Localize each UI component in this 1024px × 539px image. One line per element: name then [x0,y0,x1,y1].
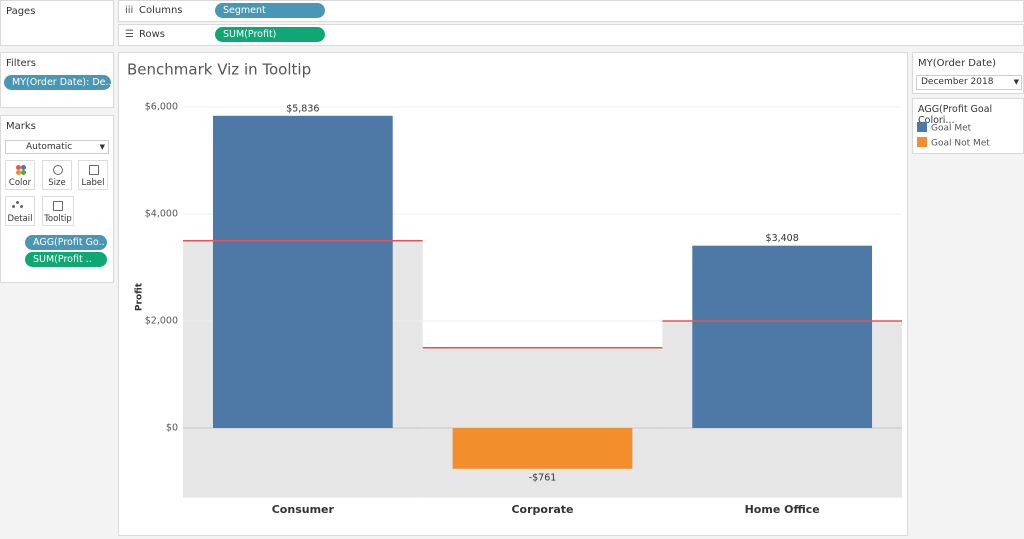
x-tick-label: Consumer [272,503,335,516]
legend-card: AGG(Profit Goal Colori... [912,98,1024,154]
button-label: Color [8,178,32,188]
button-label: Label [81,178,105,188]
x-tick-label: Home Office [745,503,820,516]
legend-label: Goal Not Met [931,139,990,149]
bar [452,428,633,469]
benchmark-band [422,347,663,498]
rows-icon: ☰ [125,29,134,40]
pages-shelf[interactable]: Pages [0,0,114,46]
filter-pill[interactable]: MY(Order Date): De.. [4,75,111,90]
pages-title: Pages [6,6,36,17]
legend-swatch [917,137,927,147]
marks-title: Marks [6,121,36,132]
chart-title: Benchmark Viz in Tooltip [127,61,311,79]
columns-shelf[interactable]: iii Columns Segment [118,0,1024,22]
y-tick-label: $4,000 [145,209,178,220]
tooltip-pill[interactable]: SUM(Profit .. [25,252,107,267]
filter-card: MY(Order Date) December 2018 ▼ [912,52,1024,94]
button-label: Tooltip [44,214,72,224]
bar [212,115,393,429]
columns-pill[interactable]: Segment [215,3,325,18]
rows-pill[interactable]: SUM(Profit) [215,27,325,42]
size-button[interactable]: Size [42,160,72,190]
x-tick-label: Corporate [511,503,573,516]
bar [692,245,873,429]
label-button[interactable]: Label [78,160,108,190]
filter-card-title: MY(Order Date) [918,58,997,69]
rows-label: Rows [139,29,166,40]
value-label: -$761 [529,472,557,483]
mark-type: Automatic [26,142,73,152]
legend-swatch [917,122,927,132]
y-tick-label: $6,000 [145,102,178,113]
color-pill[interactable]: AGG(Profit Go.. [25,235,107,250]
legend-label: Goal Met [931,124,972,134]
button-label: Size [48,178,66,188]
color-button[interactable]: Color [5,160,35,190]
dropdown-arrow: ▼ [1013,78,1019,86]
date-dropdown[interactable]: December 2018 ▼ [916,75,1022,90]
legend-title: AGG(Profit Goal Colori... [918,104,993,126]
dropdown-arrow: ▼ [99,143,105,151]
value-label: $3,408 [766,233,799,244]
y-tick-label: $2,000 [145,316,178,327]
mark-type-dropdown[interactable]: Automatic ▼ [5,140,109,154]
y-tick-label: $0 [166,423,178,434]
date-value: December 2018 [921,77,994,87]
columns-label: Columns [139,5,183,16]
filters-title: Filters [6,58,36,69]
value-label: $5,836 [286,103,319,114]
detail-button[interactable]: Detail [5,196,35,226]
tooltip-button[interactable]: Tooltip [42,196,74,226]
button-label: Detail [7,214,33,224]
filters-shelf[interactable]: Filters MY(Order Date): De.. [0,52,114,108]
marks-card: Marks Automatic ▼ Color Size Label Detai… [0,115,114,283]
y-axis-label: Profit [135,282,145,311]
columns-icon: iii [125,5,134,16]
